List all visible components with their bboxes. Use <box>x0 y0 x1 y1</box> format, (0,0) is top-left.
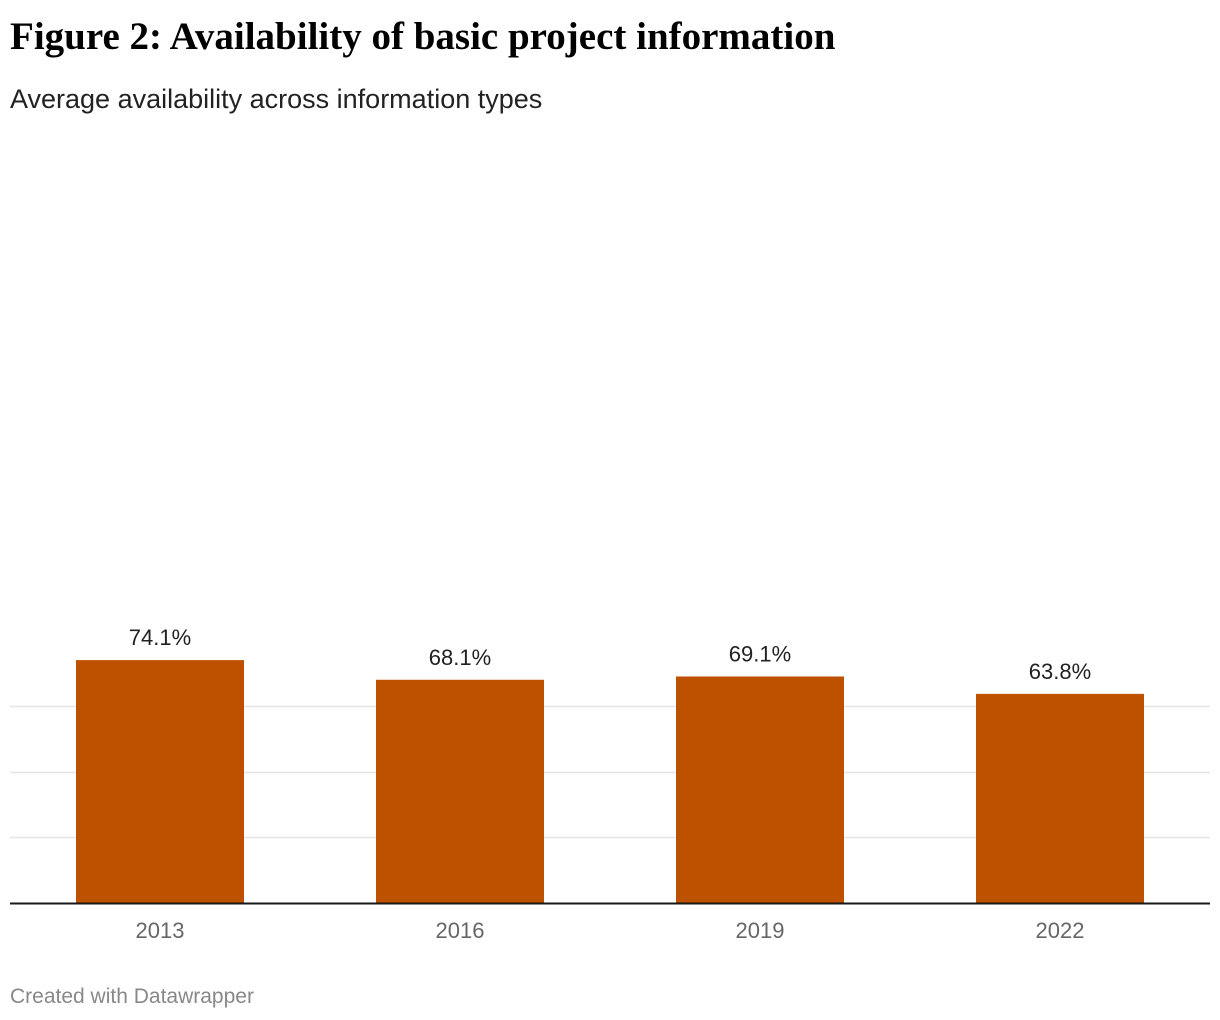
value-label: 63.8% <box>1029 659 1091 684</box>
chart-subtitle: Average availability across information … <box>10 84 543 114</box>
value-label: 69.1% <box>729 641 791 666</box>
x-tick-label: 2013 <box>136 918 185 943</box>
bar-2016 <box>376 679 544 903</box>
x-tick-label: 2022 <box>1036 918 1085 943</box>
x-tick-label: 2016 <box>436 918 485 943</box>
value-label: 68.1% <box>429 645 491 670</box>
chart-title: Figure 2: Availability of basic project … <box>10 15 836 58</box>
x-tick-label: 2019 <box>736 918 785 943</box>
bar-2013 <box>76 660 244 903</box>
value-label: 74.1% <box>129 625 191 650</box>
bar-chart: 74.1% 2013 68.1% 2016 69.1% 2019 63.8% 2022 <box>10 625 1210 943</box>
chart-credit: Created with Datawrapper <box>10 985 254 1008</box>
bar-2022 <box>976 693 1144 903</box>
bar-2019 <box>676 676 844 903</box>
